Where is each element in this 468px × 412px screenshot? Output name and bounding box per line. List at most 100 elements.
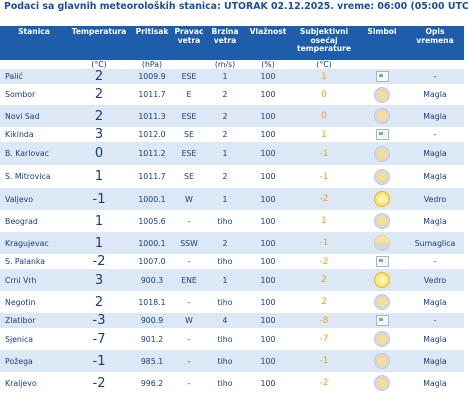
- pressure-value: 1018.1: [130, 291, 174, 313]
- feels-like-value: -1: [290, 232, 358, 254]
- weather-symbol-cell: [358, 232, 406, 254]
- weather-description: Magla: [406, 142, 464, 165]
- humidity-value: 100: [246, 291, 290, 313]
- station-name: Beograd: [0, 210, 68, 232]
- weather-description: -: [406, 69, 464, 84]
- clear-icon: [374, 191, 390, 207]
- station-name: B. Karlovac: [0, 142, 68, 165]
- col-header-humidity: Vlažnost: [246, 26, 290, 60]
- wind-direction-value: SE: [174, 127, 204, 142]
- humidity-value: 100: [246, 350, 290, 372]
- weather-symbol-cell: [358, 291, 406, 313]
- humidity-value: 100: [246, 254, 290, 269]
- fog-icon: [374, 86, 390, 103]
- fog-icon: [374, 168, 390, 185]
- weather-symbol-cell: [358, 165, 406, 188]
- feels-like-value: 1: [290, 210, 358, 232]
- wind-speed-value: 1: [204, 269, 246, 291]
- wind-speed-value: 1: [204, 142, 246, 165]
- fog-icon: [374, 213, 390, 229]
- station-name: Požega: [0, 350, 68, 372]
- wind-direction-value: -: [174, 350, 204, 372]
- fog-icon: [374, 145, 390, 162]
- temperature-value: 0: [68, 142, 130, 165]
- weather-description: Magla: [406, 165, 464, 188]
- wind-speed-value: tiho: [204, 254, 246, 269]
- weather-description: Vedro: [406, 269, 464, 291]
- weather-description: Sumaglica: [406, 232, 464, 254]
- feels-like-value: 2: [290, 269, 358, 291]
- pressure-value: 985.1: [130, 350, 174, 372]
- temperature-value: -1: [68, 188, 130, 210]
- pressure-value: 1000.1: [130, 232, 174, 254]
- table-row: B. Karlovac 0 1011.2 ESE 1 100 -1 Magla: [0, 142, 464, 165]
- clear-icon: [374, 272, 390, 288]
- temperature-value: 2: [68, 84, 130, 105]
- broken-image-icon: [375, 256, 389, 267]
- station-name: Sombor: [0, 84, 68, 105]
- weather-description: Vedro: [406, 188, 464, 210]
- wind-direction-value: -: [174, 328, 204, 350]
- wind-speed-value: tiho: [204, 350, 246, 372]
- pressure-value: 1011.3: [130, 105, 174, 127]
- humidity-value: 100: [246, 165, 290, 188]
- wind-speed-value: 1: [204, 188, 246, 210]
- table-row: Zlatibor -3 900.9 W 4 100 -8 -: [0, 313, 464, 328]
- broken-image-icon: [375, 315, 389, 326]
- weather-symbol-cell: [358, 328, 406, 350]
- table-row: Palić 2 1009.9 ESE 1 100 1-: [0, 69, 464, 84]
- weather-description: -: [406, 254, 464, 269]
- humidity-value: 100: [246, 84, 290, 105]
- table-row: Sjenica -7 901.2- tiho 100 -7 Magla: [0, 328, 464, 350]
- weather-symbol-cell: [358, 350, 406, 372]
- col-header-temperature: Temperatura: [68, 26, 130, 60]
- feels-like-value: -8: [290, 313, 358, 328]
- weather-symbol-cell: [358, 188, 406, 210]
- humidity-value: 100: [246, 69, 290, 84]
- table-row: Kraljevo -2 996.2- tiho 100 -2 Magla: [0, 372, 464, 394]
- humidity-value: 100: [246, 372, 290, 394]
- pressure-value: 901.2: [130, 328, 174, 350]
- feels-like-value: -2: [290, 254, 358, 269]
- table-row: Beograd 1 1005.6- tiho 100 1 Magla: [0, 210, 464, 232]
- weather-description: -: [406, 313, 464, 328]
- weather-description: Magla: [406, 291, 464, 313]
- wind-speed-value: tiho: [204, 372, 246, 394]
- wind-direction-value: -: [174, 372, 204, 394]
- humidity-value: 100: [246, 142, 290, 165]
- station-name: Kragujevac: [0, 232, 68, 254]
- col-header-description: Opis vremena: [406, 26, 464, 60]
- feels-like-value: 1: [290, 127, 358, 142]
- station-name: Kikinda: [0, 127, 68, 142]
- humidity-value: 100: [246, 328, 290, 350]
- weather-stations-table: Stanica Temperatura Pritisak Pravac vetr…: [0, 26, 464, 394]
- wind-direction-value: SE: [174, 165, 204, 188]
- wind-direction-value: ESE: [174, 142, 204, 165]
- fog-icon: [374, 331, 390, 347]
- feels-like-value: -7: [290, 328, 358, 350]
- col-header-station: Stanica: [0, 26, 68, 60]
- weather-description: Magla: [406, 328, 464, 350]
- feels-like-value: -1: [290, 142, 358, 165]
- weather-symbol-cell: [358, 142, 406, 165]
- feels-like-value: 0: [290, 84, 358, 105]
- table-row: Negotin 2 1018.1- tiho 100 2 Magla: [0, 291, 464, 313]
- weather-description: -: [406, 127, 464, 142]
- wind-speed-value: 2: [204, 84, 246, 105]
- pressure-value: 1012.0: [130, 127, 174, 142]
- wind-direction-value: W: [174, 188, 204, 210]
- unit-wind-speed: (m/s): [204, 60, 246, 69]
- table-row: Novi Sad 2 1011.3 ESE 2 100 0 Magla: [0, 105, 464, 127]
- wind-direction-value: SSW: [174, 232, 204, 254]
- humidity-value: 100: [246, 269, 290, 291]
- wind-speed-value: 1: [204, 69, 246, 84]
- weather-description: Magla: [406, 372, 464, 394]
- humidity-value: 100: [246, 210, 290, 232]
- table-row: Kikinda 3 1012.0 SE 2 100 1 -: [0, 127, 464, 142]
- weather-symbol-cell: [358, 254, 406, 269]
- unit-temperature: (°C): [68, 60, 130, 69]
- wind-speed-value: 2: [204, 232, 246, 254]
- weather-symbol-cell: [358, 372, 406, 394]
- pressure-value: 1011.2: [130, 142, 174, 165]
- station-name: Palić: [0, 69, 68, 84]
